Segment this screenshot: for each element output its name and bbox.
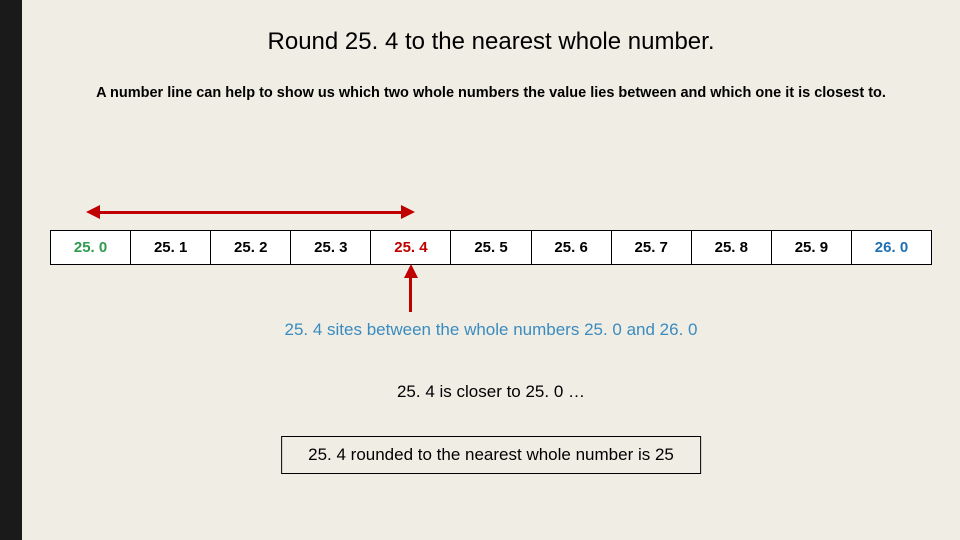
numberline-cell: 25. 0 [51, 231, 131, 264]
numberline-cell: 25. 1 [131, 231, 211, 264]
slide-sidebar [0, 0, 22, 540]
caption-between: 25. 4 sites between the whole numbers 25… [22, 320, 960, 340]
numberline-cell: 25. 5 [451, 231, 531, 264]
pointer-arrow [409, 268, 412, 312]
slide-content: Round 25. 4 to the nearest whole number.… [22, 0, 960, 540]
numberline-cell: 26. 0 [852, 231, 931, 264]
numberline-cell: 25. 9 [772, 231, 852, 264]
arrow-line [100, 211, 401, 214]
numberline-cell: 25. 4 [371, 231, 451, 264]
numberline-cell: 25. 3 [291, 231, 371, 264]
numberline-cell: 25. 2 [211, 231, 291, 264]
numberline-cell: 25. 7 [612, 231, 692, 264]
slide-subtitle: A number line can help to show us which … [22, 84, 960, 103]
answer-box: 25. 4 rounded to the nearest whole numbe… [281, 436, 701, 474]
pointer-line [409, 276, 412, 312]
slide-title: Round 25. 4 to the nearest whole number. [22, 28, 960, 56]
arrowhead-left-icon [86, 205, 100, 219]
number-line: 25. 025. 125. 225. 325. 425. 525. 625. 7… [50, 230, 932, 265]
caption-closer: 25. 4 is closer to 25. 0 … [22, 382, 960, 402]
arrowhead-right-icon [401, 205, 415, 219]
numberline-cell: 25. 8 [692, 231, 772, 264]
numberline-cell: 25. 6 [532, 231, 612, 264]
rounding-arrow [50, 194, 932, 230]
